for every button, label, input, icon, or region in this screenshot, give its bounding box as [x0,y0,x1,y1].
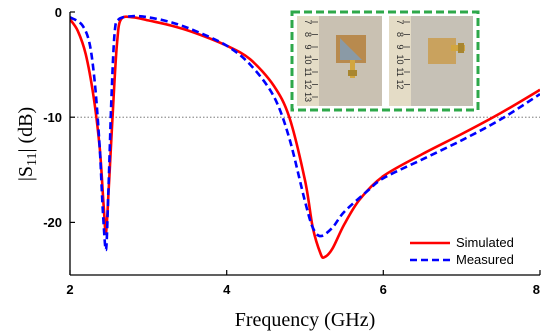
ruler-number: 12 [395,79,405,89]
legend: Simulated Measured [410,235,514,267]
y-axis-label: |S11| (dB) [15,107,40,181]
series-measured-line [70,14,540,252]
y-tick-marks [70,11,75,223]
legend-label-measured: Measured [456,252,514,267]
ruler-number: 8 [395,32,405,37]
ruler-number: 10 [303,54,313,64]
ruler-number: 11 [303,67,313,76]
x-axis-label: Frequency (GHz) [235,309,376,331]
ruler-number: 7 [303,19,313,24]
x-tick-marks [69,270,541,275]
ruler-right: 7 8 9 10 11 12 [395,19,410,90]
y-tick-label-0: 0 [55,5,62,20]
x-tick-label-2: 2 [66,282,73,297]
ruler-number: 10 [395,54,405,64]
ruler-number: 8 [303,32,313,37]
legend-item-measured: Measured [410,252,514,267]
prototype-photo-back: 7 8 9 10 11 12 [389,16,473,106]
ruler-number: 12 [303,79,313,89]
y-tick-label-minus-20: -20 [43,215,62,230]
prototype-photo-front: 7 8 9 10 11 12 13 [297,16,382,106]
x-tick-label-6: 6 [380,282,387,297]
ruler-left: 7 8 9 10 11 12 13 [303,19,318,102]
y-tick-label-minus-10: -10 [43,110,62,125]
ruler-number: 13 [303,92,313,102]
ruler-number: 9 [303,44,313,49]
ruler-number: 9 [395,44,405,49]
plot-frame [69,12,540,276]
ruler-number: 7 [395,19,405,24]
ruler-number: 11 [395,67,405,76]
inset-photo-frame: 7 8 9 10 11 12 13 7 8 9 10 11 12 [290,10,480,112]
x-tick-label-8: 8 [533,282,540,297]
legend-label-simulated: Simulated [456,235,514,250]
x-tick-label-4: 4 [223,282,231,297]
legend-item-simulated: Simulated [410,235,514,250]
